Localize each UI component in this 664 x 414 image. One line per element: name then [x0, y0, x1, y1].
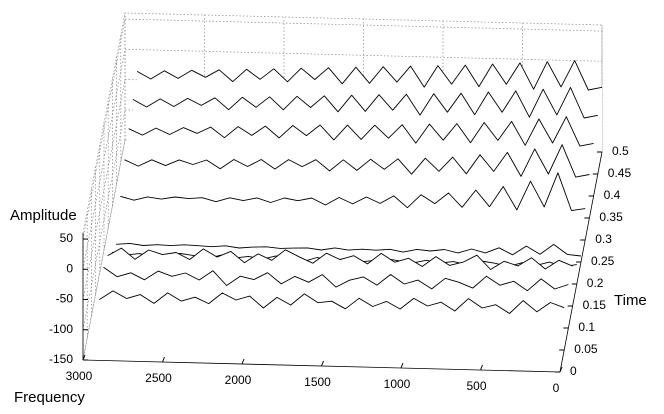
z-tick-label: -50 [56, 292, 74, 306]
x-tick [241, 358, 245, 365]
trace-line [136, 60, 603, 91]
y-axis-title: Time [614, 292, 647, 309]
x-tick [162, 356, 165, 363]
y-tick-label: 0 [570, 364, 577, 378]
x-tick [480, 364, 483, 371]
y-tick-label: 0.1 [578, 320, 595, 334]
y-tick-label: 0.25 [591, 254, 615, 268]
grid-line [82, 79, 603, 300]
x-tick-label: 1500 [304, 375, 331, 389]
trace-mask [116, 243, 582, 262]
z-tick-label: -100 [49, 322, 73, 336]
trace-line [132, 86, 598, 119]
z-tick-label: -150 [49, 352, 73, 366]
grid-line [82, 48, 603, 270]
grid-line [82, 139, 603, 361]
grid-line [82, 18, 603, 240]
trace-line [116, 242, 582, 257]
y-tick-label: 0.5 [612, 144, 629, 158]
x-tick-label: 3000 [66, 369, 93, 383]
grid-line [82, 109, 603, 330]
x-tick-label: 2500 [145, 371, 172, 385]
z-tick-label: 50 [60, 231, 74, 245]
floor-edge [82, 139, 126, 361]
trace-line [128, 116, 594, 147]
y-tick-label: 0.15 [583, 298, 607, 312]
trace-mask [120, 172, 586, 240]
x-tick-label: 2000 [225, 373, 252, 387]
x-tick-label: 500 [466, 379, 486, 393]
x-tick-label: 0 [553, 381, 560, 395]
y-tick-label: 0.3 [595, 232, 612, 246]
y-tick-label: 0.05 [574, 342, 598, 356]
trace-line [103, 266, 569, 292]
x-tick [400, 362, 404, 369]
trace-mask [99, 290, 565, 350]
y-tick-label: 0.45 [608, 166, 632, 180]
left-wall [82, 12, 126, 234]
x-tick-label: 1000 [384, 377, 411, 391]
y-tick-label: 0.35 [599, 210, 623, 224]
x-axis-title: Frequency [14, 389, 85, 406]
x-tick [82, 354, 86, 361]
trace-line [124, 144, 590, 178]
x-tick [559, 366, 563, 373]
trace-line [107, 247, 573, 270]
x-tick [321, 360, 324, 367]
trace-line [120, 172, 586, 212]
z-tick-label: 0 [66, 261, 73, 275]
trace-line [99, 290, 565, 314]
z-axis-title: Amplitude [10, 207, 77, 224]
y-tick-label: 0.4 [604, 188, 621, 202]
y-tick-label: 0.2 [587, 276, 604, 290]
